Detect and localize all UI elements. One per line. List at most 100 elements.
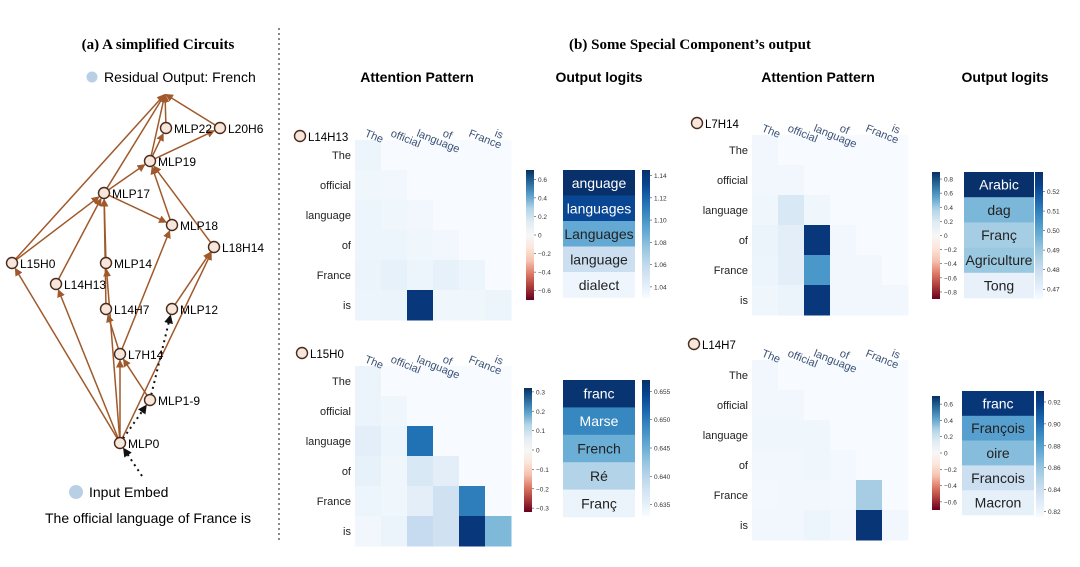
head-l15h0-logit-colorbar	[642, 380, 650, 516]
head-l15h0-cell-r3-c5	[485, 456, 512, 487]
head-l14h7-attn-colorbar	[932, 396, 940, 510]
head-l14h13-logit-token-4: dialect	[579, 277, 620, 293]
head-l14h13-row-label-5: is	[343, 300, 351, 312]
head-l14h13-cell-r4-c2	[407, 260, 434, 291]
panel-b-title: (b) Some Special Component’s output	[569, 37, 811, 53]
head-l14h7-cell-r3-c4	[856, 450, 883, 481]
head-l15h0-attn-tick-label-4: −0.1	[536, 467, 549, 474]
edge-l15h0-to-mlp17	[15, 196, 100, 261]
head-l14h13-attn-colorbar	[526, 170, 534, 300]
head-l14h7-attn-tick-label-2: 0.2	[944, 434, 953, 441]
edge-input-to-mlp0	[122, 447, 143, 477]
head-l7h14-label: L7H14	[705, 119, 739, 131]
head-l15h0-cell-r1-c4	[459, 396, 486, 427]
head-l7h14-cell-r5-c1	[778, 285, 805, 316]
head-l15h0-cell-r4-c0	[355, 486, 382, 517]
head-l14h7-cell-r0-c0	[752, 360, 779, 391]
head-l14h7-logit-tick-label-0: 0.92	[1048, 399, 1061, 406]
node-mlp1-9: MLP1-9	[143, 393, 200, 408]
head-l15h0-cell-r3-c4	[459, 456, 486, 487]
head-l14h13-cell-r0-c5	[485, 140, 512, 171]
head-l7h14-attn-tick-label-4: 0	[944, 233, 948, 240]
node-mlp14-marker	[99, 256, 113, 270]
edge-l18h14-to-mlp19	[153, 165, 212, 244]
head-l14h13-cell-r0-c3	[433, 140, 460, 171]
node-l15h0-marker	[5, 256, 19, 270]
head-l7h14-logit-token-4: Tong	[984, 277, 1014, 293]
head-l7h14-cell-r3-c2	[804, 225, 831, 256]
node-mlp14: MLP14	[99, 256, 152, 271]
edge-mlp0-to-mlp14	[103, 268, 121, 438]
node-mlp18-marker	[165, 218, 179, 232]
head-l14h13-cell-r1-c2	[407, 170, 434, 201]
head-l14h13-cell-r2-c5	[485, 200, 512, 231]
head-l14h7-cell-r3-c2	[804, 450, 831, 481]
head-l14h7-logit-box-2	[962, 440, 1034, 466]
head-l15h0-logit-tick-label-4: 0.635	[654, 502, 671, 509]
node-mlp12-marker	[165, 302, 179, 316]
head-l15h0-cell-r2-c3	[433, 426, 460, 457]
residual-output-dot	[86, 71, 98, 83]
head-l14h13-logit-tick-label-3: 1.08	[654, 240, 667, 247]
head-l14h13-cell-r5-c0	[355, 290, 382, 321]
head-l14h7-cell-r2-c4	[856, 420, 883, 451]
head-l14h7-logit-tick-label-5: 0.82	[1048, 509, 1061, 516]
head-l14h13-attn-tick-label-6: −0.6	[538, 288, 551, 295]
head-l14h7-attn-tick-label-6: −0.6	[944, 499, 957, 506]
head-l15h0-cell-r4-c2	[407, 486, 434, 517]
head-l14h7-cell-r2-c3	[830, 420, 857, 451]
head-l7h14-cell-r5-c2	[804, 285, 831, 316]
head-l15h0-logit-tick-label-1: 0.650	[654, 417, 671, 424]
head-l14h7-logit-token-2: oire	[986, 445, 1010, 461]
head-l15h0-cell-r3-c1	[381, 456, 408, 487]
head-l7h14-attn-tick-label-6: −0.4	[944, 261, 957, 268]
edge-mlp1-9-to-l7h14	[122, 358, 148, 396]
head-l7h14-attn-colorbar	[932, 172, 940, 299]
node-l15h0: L15H0	[5, 256, 56, 271]
head-l14h7-logit-tick-label-3: 0.86	[1048, 465, 1061, 472]
head-l14h13-cell-r1-c3	[433, 170, 460, 201]
head-l14h13-logit-box-2	[563, 221, 635, 247]
edge-l7h14-to-mlp18	[121, 230, 171, 350]
head-l14h13-attn-tick-label-0: 0.6	[538, 177, 547, 184]
head-l14h13-cell-r0-c4	[459, 140, 486, 171]
node-l14h7-label: L14H7	[114, 303, 150, 317]
node-mlp19-marker	[143, 154, 157, 168]
head-l15h0-cell-r3-c0	[355, 456, 382, 487]
head-l14h7-logit-token-1: François	[971, 420, 1025, 436]
head-l7h14-logit-box-2	[964, 222, 1034, 248]
node-mlp12-label: MLP12	[180, 303, 218, 317]
head-l14h13-cell-r2-c1	[381, 200, 408, 231]
head-l14h13-cell-r1-c4	[459, 170, 486, 201]
head-l15h0-cell-r2-c4	[459, 426, 486, 457]
head-l14h7-attn-tick-label-4: −0.2	[944, 467, 957, 474]
node-mlp17-label: MLP17	[112, 187, 150, 201]
head-l14h13-logit-token-0: anguage	[572, 175, 627, 191]
head-l7h14-cell-r3-c5	[882, 225, 909, 256]
node-mlp12: MLP12	[165, 302, 218, 317]
head-l14h7-cell-r2-c0	[752, 420, 779, 451]
head-l7h14-logit-box-0	[964, 172, 1034, 198]
node-mlp1-9-marker	[143, 393, 157, 407]
panel-b: (b) Some Special Component’s output Atte…	[293, 37, 1061, 547]
residual-output-label: Residual Output: French	[104, 69, 256, 85]
head-l7h14-attn-tick-label-7: −0.6	[944, 275, 957, 282]
node-l20h6-marker	[213, 121, 227, 135]
head-l7h14-attn-tick-label-1: 0.6	[944, 191, 953, 198]
head-l14h7-cell-r0-c1	[778, 360, 805, 391]
edge-mlp18-to-mlp19	[150, 166, 171, 221]
head-l14h7-cell-r1-c1	[778, 390, 805, 421]
head-l14h13-cell-r3-c5	[485, 230, 512, 261]
head-l14h7-cell-r2-c1	[778, 420, 805, 451]
head-l7h14-logit-tick-label-1: 0.51	[1047, 209, 1060, 216]
head-l15h0-logit-box-1	[563, 407, 635, 436]
node-mlp1-9-label: MLP1-9	[158, 394, 200, 408]
head-l15h0-cell-r1-c3	[433, 396, 460, 427]
head-l7h14-cell-r5-c5	[882, 285, 909, 316]
node-mlp22-label: MLP22	[174, 122, 212, 136]
head-l15h0-row-label-0: The	[332, 376, 351, 388]
head-l14h7-cell-r1-c2	[804, 390, 831, 421]
